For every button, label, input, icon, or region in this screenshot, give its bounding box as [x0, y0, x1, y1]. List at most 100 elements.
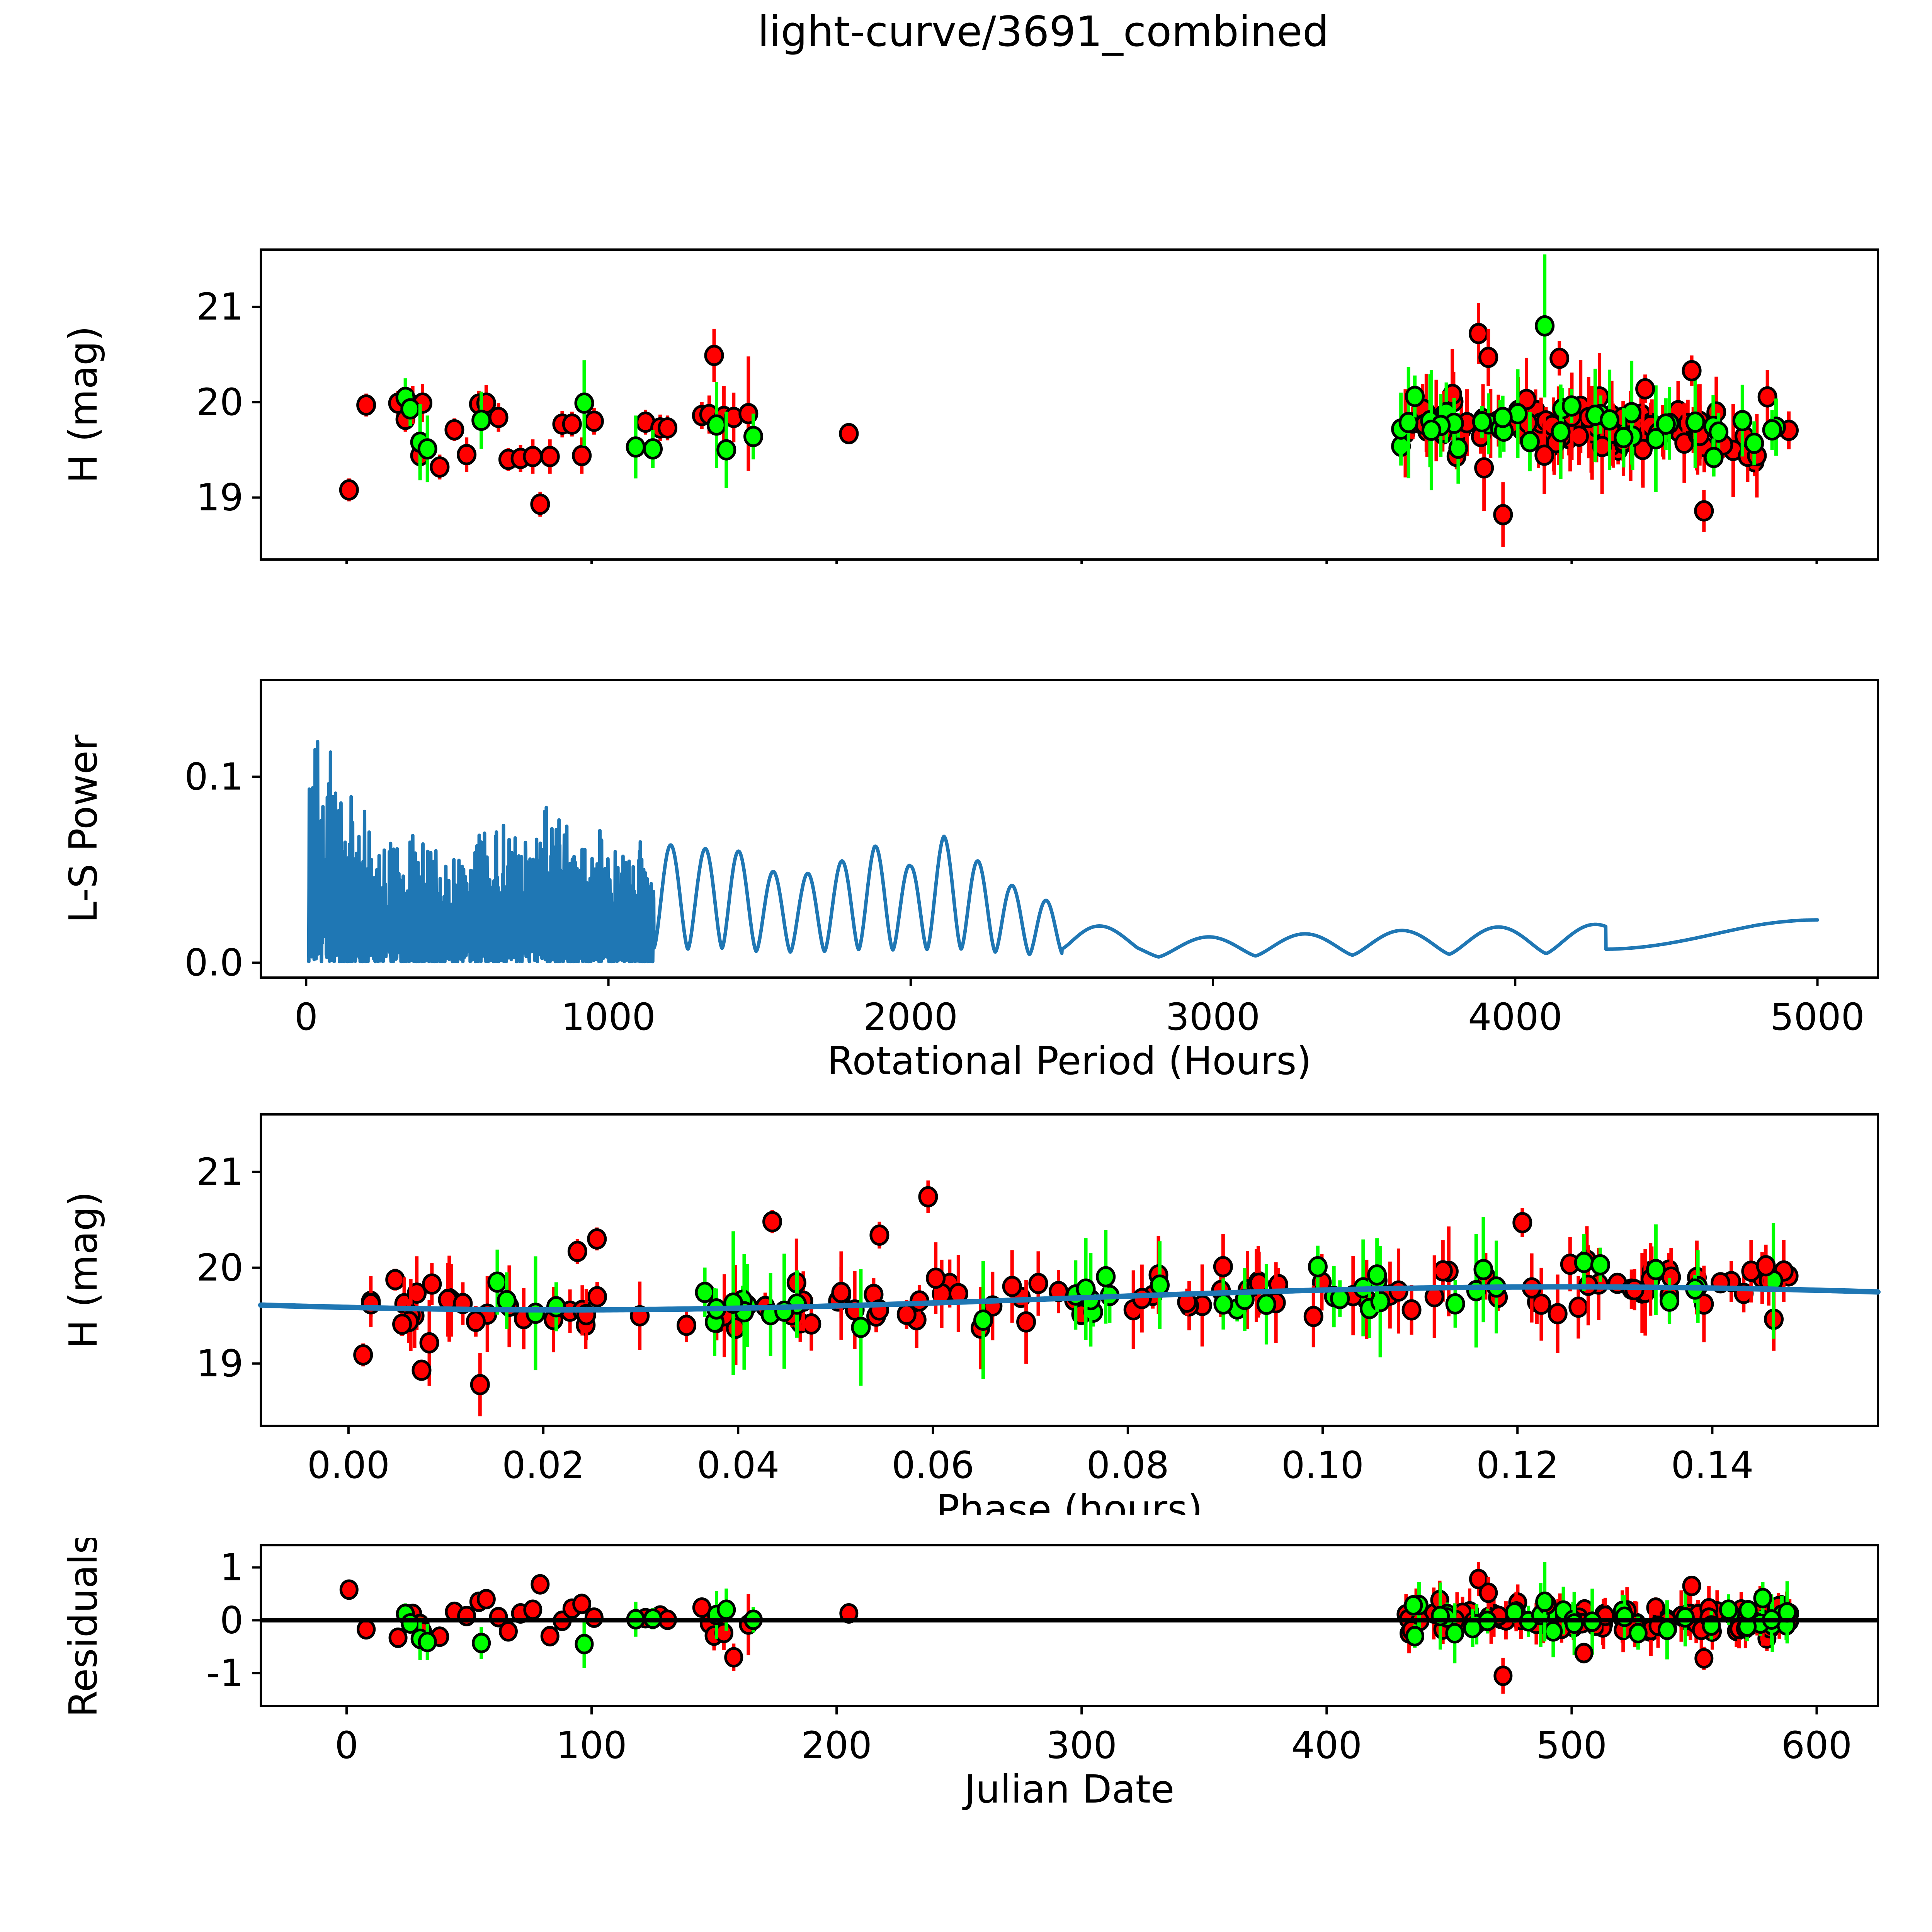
data-point [743, 426, 764, 447]
data-point [400, 398, 420, 420]
svg-text:H (mag): H (mag) [61, 1191, 106, 1349]
data-point [1568, 1296, 1588, 1318]
svg-text:20: 20 [196, 1246, 243, 1289]
data-point [1574, 1252, 1594, 1273]
data-point [1303, 1306, 1323, 1327]
svg-text:0.1: 0.1 [184, 755, 243, 798]
data-point [587, 1286, 607, 1308]
data-point [1473, 1259, 1493, 1281]
svg-text:0.04: 0.04 [697, 1444, 779, 1487]
data-point [1551, 421, 1571, 443]
data-point [1719, 1599, 1738, 1620]
data-point [677, 1315, 697, 1336]
data-point [1534, 444, 1554, 466]
svg-text:600: 600 [1781, 1724, 1852, 1767]
data-point [1756, 1255, 1776, 1277]
data-point [1512, 1212, 1532, 1233]
data-point [1732, 410, 1752, 432]
svg-text:2000: 2000 [864, 995, 958, 1039]
data-point [1150, 1274, 1170, 1296]
data-point [717, 1599, 736, 1620]
data-point [1694, 1648, 1714, 1669]
svg-text:0: 0 [220, 1599, 243, 1642]
svg-text:19: 19 [196, 476, 243, 519]
data-point [540, 446, 560, 467]
light-curve-plot: 0100200300400500600192021Julian DateH (m… [61, 248, 1879, 564]
data-point [1656, 413, 1676, 435]
data-point [1445, 1293, 1465, 1315]
svg-text:20: 20 [196, 381, 243, 424]
data-point [1646, 1259, 1666, 1281]
svg-text:0.06: 0.06 [892, 1444, 975, 1487]
svg-text:-1: -1 [206, 1651, 243, 1695]
data-point [1535, 1591, 1554, 1612]
data-point [1256, 1294, 1276, 1315]
periodogram-plot: 0 1000 2000 3000 4000 5000 0.0 0.1 Rotational Pe… [61, 679, 1879, 1082]
data-point [392, 1313, 412, 1335]
figure-title: light-curve/3691_combined [757, 8, 1329, 56]
data-point [388, 1627, 408, 1648]
data-point [851, 1316, 871, 1338]
data-point [1694, 500, 1714, 522]
data-point [1479, 1582, 1498, 1603]
data-point [1132, 1288, 1152, 1310]
data-point [430, 456, 450, 478]
svg-text:Rotational Period (Hours): Rotational Period (Hours) [827, 1038, 1312, 1082]
data-point [419, 1332, 439, 1354]
svg-text:400: 400 [1291, 1724, 1362, 1767]
periodogram-curve [307, 740, 1820, 964]
data-point [1561, 395, 1582, 417]
data-point [1704, 447, 1724, 468]
data-point [1472, 411, 1492, 432]
data-point [1213, 1256, 1233, 1277]
data-point [418, 1631, 437, 1652]
plot-frame [260, 248, 1879, 561]
svg-text:0.14: 0.14 [1671, 1444, 1754, 1487]
data-point [417, 438, 437, 460]
data-point [1493, 1665, 1513, 1686]
data-point [1762, 419, 1782, 441]
data-point [1474, 457, 1494, 479]
data-point [498, 1621, 518, 1642]
data-point [1544, 1621, 1563, 1642]
data-point [385, 1269, 405, 1291]
data-point [1614, 427, 1634, 448]
data-point [572, 1594, 592, 1614]
data-point [839, 423, 859, 444]
svg-text:5000: 5000 [1770, 995, 1864, 1039]
data-point [357, 1619, 376, 1640]
svg-text:0.08: 0.08 [1087, 1444, 1169, 1487]
data-point [831, 1282, 851, 1303]
data-point [1002, 1276, 1022, 1297]
svg-text:H (mag): H (mag) [61, 326, 106, 483]
data-point [472, 1633, 491, 1653]
data-point [1478, 347, 1498, 368]
data-point [704, 345, 724, 366]
data-point [724, 1647, 743, 1668]
data-point [476, 1589, 496, 1610]
data-point [1370, 1291, 1390, 1312]
svg-text:21: 21 [196, 1150, 243, 1194]
svg-text:0.12: 0.12 [1476, 1444, 1559, 1487]
data-point [1433, 1260, 1453, 1282]
data-point [523, 446, 543, 467]
data-point [692, 1597, 711, 1618]
svg-text:0.02: 0.02 [502, 1444, 585, 1487]
data-point [526, 1303, 546, 1324]
svg-text:L-S Power: L-S Power [61, 734, 106, 923]
data-point [869, 1224, 889, 1246]
data-point [1493, 406, 1513, 428]
data-point [1448, 437, 1468, 459]
data-point [1600, 409, 1620, 431]
data-point [530, 493, 550, 515]
data-point [1016, 1311, 1036, 1333]
data-point [1622, 402, 1642, 423]
data-point [567, 1241, 587, 1262]
data-point [1738, 1600, 1758, 1621]
svg-text:Julian Date: Julian Date [962, 1767, 1175, 1812]
data-point [1574, 1643, 1594, 1663]
svg-text:1000: 1000 [561, 995, 655, 1039]
data-point [1405, 386, 1425, 407]
data-point [572, 445, 592, 466]
